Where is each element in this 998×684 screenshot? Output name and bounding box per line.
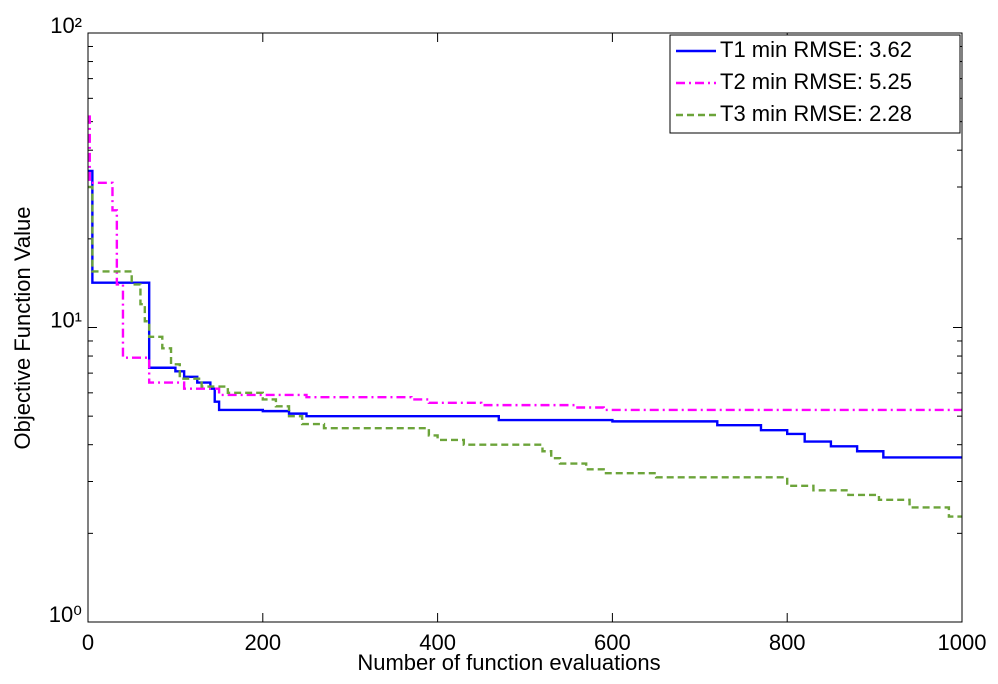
y-tick-label: 10⁰	[49, 602, 82, 627]
x-tick-label: 600	[594, 630, 631, 655]
series-line	[88, 185, 962, 518]
series-line	[88, 169, 962, 459]
y-axis-label: Objective Function Value	[10, 207, 35, 450]
x-tick-label: 0	[82, 630, 94, 655]
legend-label: T3 min RMSE: 2.28	[720, 101, 912, 126]
x-tick-label: 800	[769, 630, 806, 655]
x-tick-label: 1000	[938, 630, 987, 655]
x-axis-label: Number of function evaluations	[357, 650, 660, 675]
x-tick-label: 400	[419, 630, 456, 655]
series-line	[88, 115, 962, 412]
y-tick-label: 10²	[50, 13, 82, 38]
legend-label: T1 min RMSE: 3.62	[720, 37, 912, 62]
legend-label: T2 min RMSE: 5.25	[720, 69, 912, 94]
y-tick-label: 10¹	[50, 307, 82, 332]
x-tick-label: 200	[244, 630, 281, 655]
legend-box	[669, 34, 961, 134]
legend: T1 min RMSE: 3.62 T2 min RMSE: 5.25 T3 min…	[669, 34, 961, 134]
plot-frame	[87, 32, 963, 623]
